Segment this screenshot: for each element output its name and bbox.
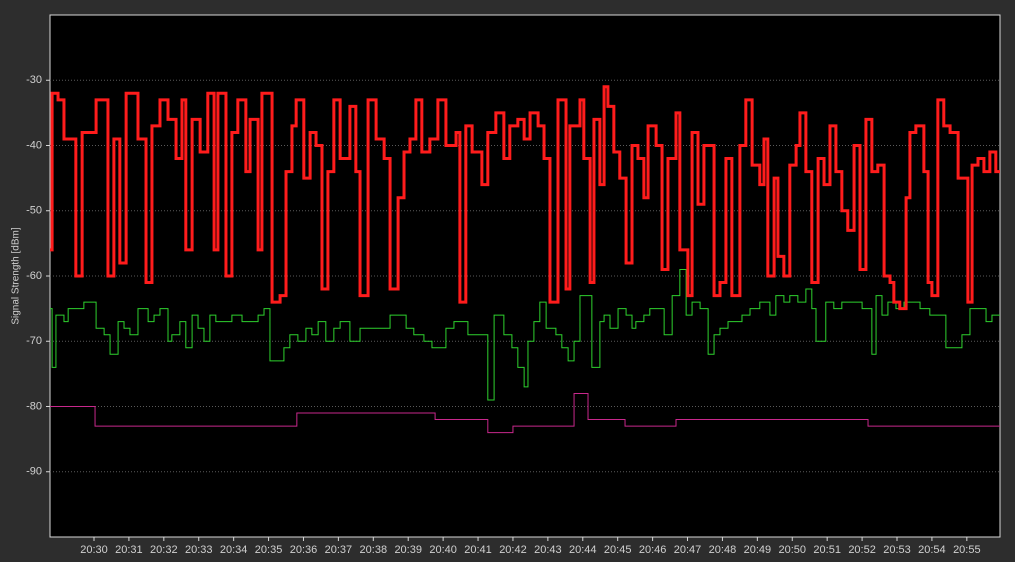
x-tick-label: 20:35 xyxy=(255,544,283,556)
x-tick-label: 20:36 xyxy=(290,544,318,556)
y-tick-label: -30 xyxy=(26,74,42,86)
y-axis-label: Signal Strength [dBm] xyxy=(11,227,22,324)
x-tick-label: 20:32 xyxy=(150,544,178,556)
x-tick-label: 20:46 xyxy=(639,544,667,556)
x-tick-label: 20:45 xyxy=(604,544,632,556)
x-tick-label: 20:47 xyxy=(674,544,702,556)
x-tick-label: 20:49 xyxy=(744,544,772,556)
x-tick-label: 20:40 xyxy=(429,544,457,556)
x-tick-label: 20:54 xyxy=(918,544,946,556)
x-tick-label: 20:42 xyxy=(499,544,527,556)
x-tick-label: 20:34 xyxy=(220,544,248,556)
x-tick-label: 20:38 xyxy=(360,544,388,556)
series-line xyxy=(50,85,1000,311)
x-tick-label: 20:53 xyxy=(883,544,911,556)
x-tick-label: 20:39 xyxy=(394,544,422,556)
x-tick-label: 20:51 xyxy=(813,544,841,556)
x-tick-label: 20:31 xyxy=(115,544,143,556)
x-tick-label: 20:41 xyxy=(464,544,492,556)
x-tick-label: 20:55 xyxy=(953,544,981,556)
y-tick-label: -60 xyxy=(26,270,42,282)
series-line xyxy=(50,392,1000,434)
x-tick-label: 20:37 xyxy=(325,544,353,556)
y-tick-label: -70 xyxy=(26,335,42,347)
series-line xyxy=(50,268,1000,401)
x-tick-label: 20:50 xyxy=(778,544,806,556)
x-tick-label: 20:33 xyxy=(185,544,213,556)
y-tick-label: -90 xyxy=(26,466,42,478)
x-tick-label: 20:52 xyxy=(848,544,876,556)
y-tick-label: -80 xyxy=(26,400,42,412)
y-tick-label: -40 xyxy=(26,139,42,151)
x-tick-label: 20:30 xyxy=(80,544,108,556)
x-tick-label: 20:43 xyxy=(534,544,562,556)
x-tick-label: 20:44 xyxy=(569,544,597,556)
x-tick-label: 20:48 xyxy=(709,544,737,556)
y-tick-label: -50 xyxy=(26,205,42,217)
